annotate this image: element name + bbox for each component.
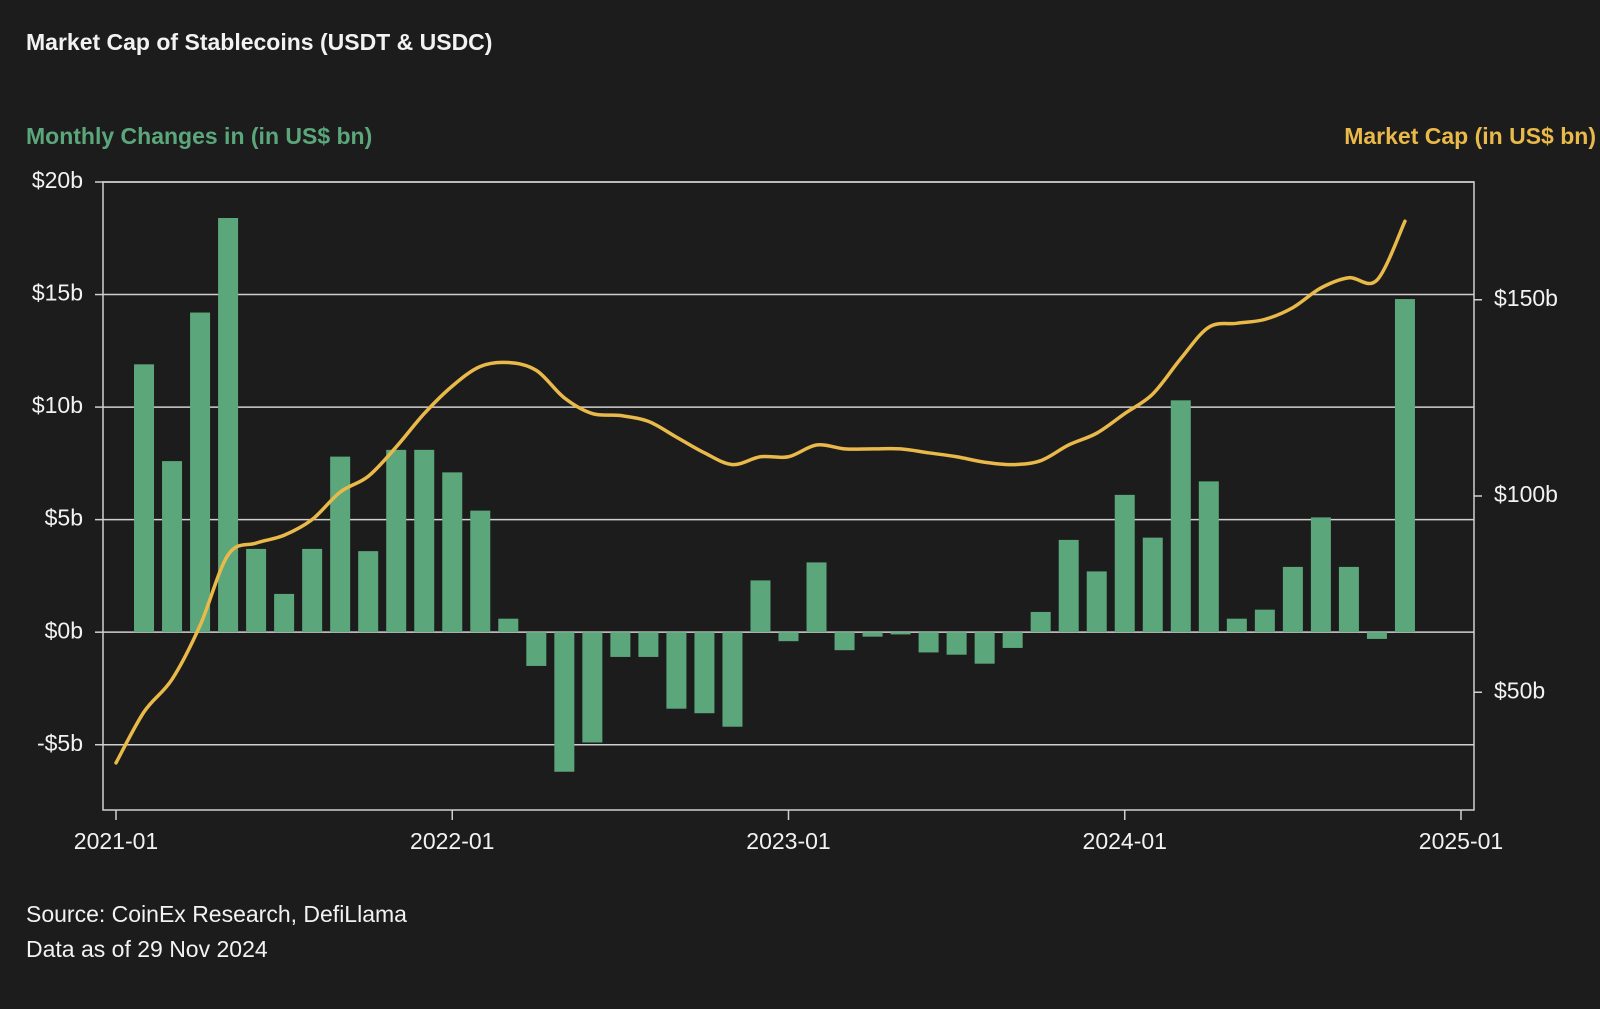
bar [358, 551, 379, 633]
bar [1394, 299, 1415, 633]
y2-tick-label: $150b [1494, 285, 1558, 311]
chart-title: Market Cap of Stablecoins (USDT & USDC) [26, 29, 492, 55]
y-tick-label: -$5b [37, 730, 83, 756]
bar [1338, 566, 1359, 633]
bar [554, 632, 575, 772]
bar [778, 632, 799, 642]
bar [414, 449, 435, 633]
bar [666, 632, 687, 709]
bar [694, 632, 715, 714]
bar [246, 548, 267, 633]
x-tick-label: 2025-01 [1419, 828, 1503, 854]
y2-axis-title: Market Cap (in US$ bn) [1344, 123, 1596, 149]
bar [1086, 571, 1107, 633]
bar [1058, 539, 1079, 633]
bar [1170, 400, 1191, 633]
y-tick-label: $0b [45, 617, 83, 643]
bar [162, 461, 183, 633]
bar [806, 562, 827, 633]
bar [1282, 566, 1303, 633]
bar [722, 632, 743, 727]
bar [1198, 481, 1219, 633]
y2-tick-label: $50b [1494, 677, 1545, 703]
x-tick-label: 2024-01 [1083, 828, 1167, 854]
bar [1114, 494, 1135, 633]
bar [750, 580, 771, 633]
y-tick-label: $10b [32, 392, 83, 418]
bar [1030, 611, 1051, 633]
bar [498, 618, 519, 633]
bar [190, 312, 211, 633]
bar [834, 632, 855, 651]
y2-tick-label: $100b [1494, 481, 1558, 507]
bar [1002, 632, 1023, 648]
bar [1310, 517, 1331, 633]
y-axis-title: Monthly Changes in (in US$ bn) [26, 123, 372, 149]
bar [1142, 537, 1163, 633]
bar [582, 632, 603, 743]
bar [302, 548, 323, 633]
y-tick-label: $5b [45, 505, 83, 531]
bar [918, 632, 939, 653]
bar [1254, 609, 1275, 633]
x-tick-label: 2022-01 [410, 828, 494, 854]
y-tick-label: $15b [32, 280, 83, 306]
bar [890, 632, 911, 635]
bar [974, 632, 995, 664]
bar [1226, 618, 1247, 633]
bar [526, 632, 547, 666]
bar [1366, 632, 1387, 639]
date-note: Data as of 29 Nov 2024 [26, 936, 268, 962]
y-tick-label: $20b [32, 167, 83, 193]
line [114, 219, 1407, 765]
bar [442, 472, 463, 633]
bar [862, 632, 883, 637]
bar [610, 632, 631, 657]
bar [330, 456, 351, 633]
source-note: Source: CoinEx Research, DefiLlama [26, 901, 407, 927]
x-tick-label: 2021-01 [74, 828, 158, 854]
bar [386, 449, 407, 633]
bar [470, 510, 491, 633]
bar [218, 218, 239, 633]
bar [134, 364, 155, 633]
bar [946, 632, 967, 655]
x-tick-label: 2023-01 [746, 828, 830, 854]
bar [638, 632, 659, 657]
bar [274, 593, 295, 633]
